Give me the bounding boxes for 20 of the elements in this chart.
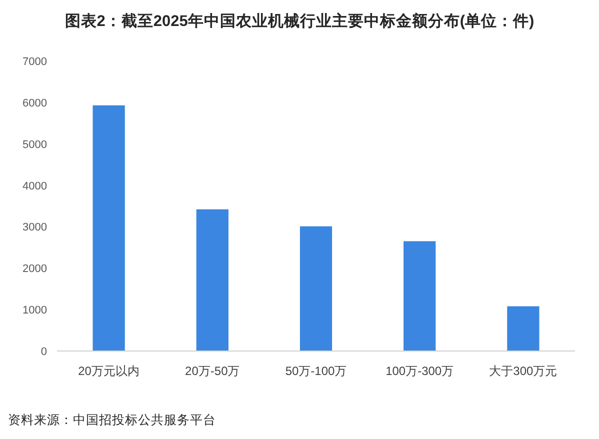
y-tick-label: 1000	[22, 304, 47, 317]
y-tick-label: 3000	[22, 222, 47, 234]
x-tick-label: 20万元以内	[78, 364, 140, 378]
y-tick-label: 6000	[22, 97, 47, 110]
y-tick-label: 7000	[22, 56, 47, 68]
y-tick-label: 2000	[22, 263, 47, 276]
text: 资料来源：中国招投标公共服务平台	[8, 413, 216, 427]
bar	[196, 209, 228, 351]
y-tick-label: 4000	[22, 180, 47, 192]
x-tick-label: 大于300万元	[489, 364, 558, 378]
x-tick-label: 100万-300万	[386, 364, 454, 378]
chart-title: 图表2：截至2025年中国农业机械行业主要中标金额分布(单位：件)	[64, 11, 534, 30]
bar	[404, 241, 436, 351]
y-tick-label: 5000	[22, 138, 47, 151]
bar	[507, 306, 540, 351]
x-tick-label: 20万-50万	[185, 364, 240, 378]
x-tick-label: 50万-100万	[285, 364, 347, 378]
y-tick-label: 0	[40, 346, 47, 358]
bar	[300, 226, 332, 351]
bar	[92, 105, 125, 351]
